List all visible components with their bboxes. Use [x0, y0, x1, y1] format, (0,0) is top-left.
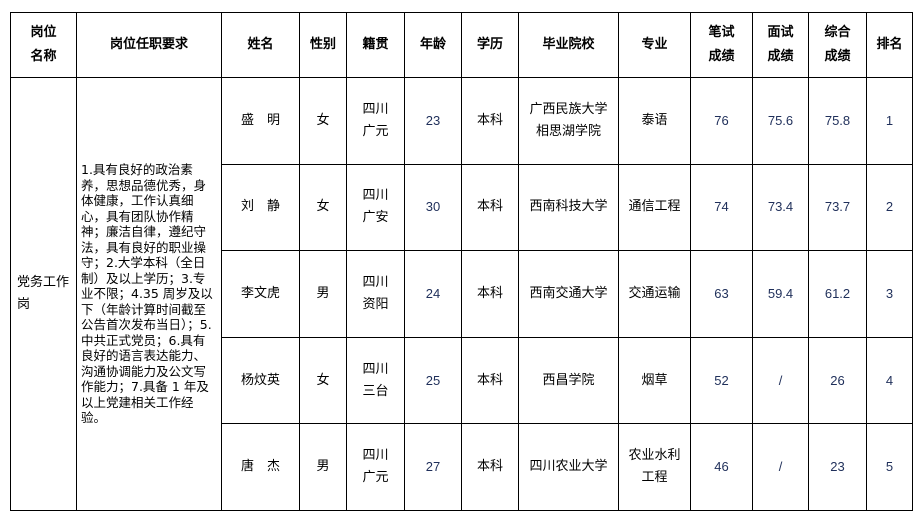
results-table: 岗位 名称 岗位任职要求 姓名 性别 籍贯 年龄 学历 毕业院校 专业 笔试 成绩 面试 成绩 综合 成绩 排名…	[10, 12, 913, 511]
cell-major: 泰语	[618, 77, 691, 165]
table-row: 党务工作岗 1.具有良好的政治素养，思想品德优秀，身体健康，工作认真细心，具有团队…	[10, 77, 913, 511]
position-requirements: 1.具有良好的政治素养，思想品德优秀，身体健康，工作认真细心，具有团队协作精神；…	[76, 77, 222, 511]
cell-total: 61.2	[808, 250, 867, 338]
column-header: 专业	[618, 12, 691, 78]
cell-major: 农业水利 工程	[618, 423, 691, 511]
cell-gender: 女	[299, 163, 347, 252]
cell-origin: 四川 广安	[346, 163, 405, 252]
table-row: 杨炆英女四川 三台 25 本科 西昌学院 烟草 52/26 4	[11, 336, 913, 425]
column-header: 毕业院校	[518, 12, 619, 78]
cell-rank: 4	[866, 336, 913, 425]
cell-gender: 男	[299, 423, 347, 511]
column-header: 年龄	[404, 12, 462, 78]
cell-rank: 1	[866, 77, 913, 165]
cell-total: 75.8	[808, 77, 867, 165]
cell-interview: 75.6	[752, 77, 809, 165]
cell-interview: 59.4	[752, 250, 809, 338]
column-header: 学历	[461, 12, 519, 78]
cell-gender: 男	[299, 250, 347, 338]
cell-rank: 2	[866, 163, 913, 252]
cell-name: 盛 明	[221, 77, 300, 165]
cell-rank: 5	[866, 423, 913, 511]
cell-name: 刘 静	[221, 163, 300, 252]
cell-education: 本科	[461, 423, 519, 511]
cell-name: 杨炆英	[221, 336, 300, 425]
column-header: 性别	[299, 12, 347, 78]
cell-school: 西南交通大学	[518, 250, 619, 338]
cell-name: 唐 杰	[221, 423, 300, 511]
cell-origin: 四川 广元	[346, 77, 405, 165]
column-header: 面试 成绩	[752, 12, 809, 78]
cell-written: 46	[690, 423, 753, 511]
cell-age: 24	[404, 250, 462, 338]
column-header: 岗位任职要求	[76, 12, 222, 78]
cell-interview: /	[752, 423, 809, 511]
cell-origin: 四川 广元	[346, 423, 405, 511]
cell-total: 73.7	[808, 163, 867, 252]
cell-school: 西南科技大学	[518, 163, 619, 252]
cell-education: 本科	[461, 163, 519, 252]
cell-written: 76	[690, 77, 753, 165]
cell-written: 63	[690, 250, 753, 338]
cell-gender: 女	[299, 77, 347, 165]
position-name: 党务工作岗	[10, 77, 77, 511]
cell-age: 30	[404, 163, 462, 252]
cell-major: 烟草	[618, 336, 691, 425]
cell-major: 交通运输	[618, 250, 691, 338]
header-row: 岗位 名称 岗位任职要求 姓名 性别 籍贯 年龄 学历 毕业院校 专业 笔试 成绩 面试 成绩 综合 成绩 排名	[10, 12, 913, 78]
table-row: 刘 静女四川 广安 30 本科 西南科技大学 通信工程 74 73.4 73.7 2	[11, 163, 913, 252]
cell-written: 52	[690, 336, 753, 425]
column-header: 综合 成绩	[808, 12, 867, 78]
cell-education: 本科	[461, 77, 519, 165]
table-row: 唐 杰男四川 广元 27 本科 四川农业大学 农业水利 工程 46/23 5	[11, 423, 913, 511]
cell-age: 27	[404, 423, 462, 511]
cell-interview: 73.4	[752, 163, 809, 252]
cell-major: 通信工程	[618, 163, 691, 252]
cell-origin: 四川 三台	[346, 336, 405, 425]
column-header: 姓名	[221, 12, 300, 78]
cell-total: 26	[808, 336, 867, 425]
cell-age: 23	[404, 77, 462, 165]
cell-education: 本科	[461, 250, 519, 338]
cell-education: 本科	[461, 336, 519, 425]
column-header: 排名	[866, 12, 913, 78]
cell-gender: 女	[299, 336, 347, 425]
cell-total: 23	[808, 423, 867, 511]
cell-written: 74	[690, 163, 753, 252]
table-row: 李文虎男四川 资阳 24 本科 西南交通大学 交通运输 63 59.4 61.2 3	[11, 250, 913, 338]
cell-rank: 3	[866, 250, 913, 338]
column-header: 籍贯	[346, 12, 405, 78]
cell-school: 广西民族大学 相思湖学院	[518, 77, 619, 165]
cell-origin: 四川 资阳	[346, 250, 405, 338]
column-header: 笔试 成绩	[690, 12, 753, 78]
cell-school: 西昌学院	[518, 336, 619, 425]
cell-age: 25	[404, 336, 462, 425]
cell-name: 李文虎	[221, 250, 300, 338]
cell-interview: /	[752, 336, 809, 425]
cell-school: 四川农业大学	[518, 423, 619, 511]
column-header: 岗位 名称	[10, 12, 77, 78]
